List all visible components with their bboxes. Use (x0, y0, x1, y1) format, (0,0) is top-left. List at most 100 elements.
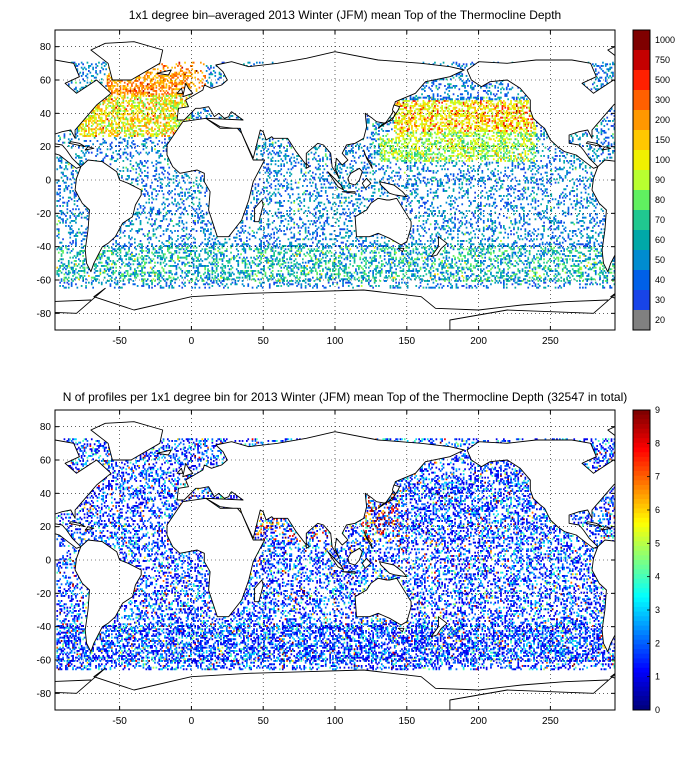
depth-bin (347, 220, 350, 222)
depth-bin (267, 233, 270, 236)
depth-bin (181, 220, 184, 222)
depth-bin (388, 240, 390, 242)
depth-bin (498, 231, 501, 234)
depth-bin (570, 265, 573, 267)
depth-bin (134, 275, 136, 277)
depth-bin (510, 220, 512, 222)
depth-bin (138, 203, 140, 206)
depth-bin (576, 221, 578, 224)
depth-bin (247, 266, 250, 269)
depth-bin (154, 223, 156, 226)
depth-bin (165, 256, 168, 259)
depth-bin (165, 263, 168, 266)
depth-bin (228, 261, 231, 264)
depth-bin (336, 273, 339, 276)
depth-bin (60, 250, 63, 252)
depth-bin (521, 246, 524, 249)
depth-bin (257, 198, 260, 201)
depth-bin (416, 258, 419, 261)
depth-bin (560, 220, 563, 222)
depth-bin (154, 248, 156, 251)
depth-bin (300, 271, 303, 274)
depth-bin (165, 211, 168, 214)
depth-bin (540, 276, 542, 279)
depth-bin (488, 205, 491, 207)
depth-bin (154, 220, 156, 222)
depth-bin (329, 238, 331, 241)
depth-bin (441, 253, 443, 256)
depth-bin (571, 260, 574, 262)
depth-bin (474, 246, 476, 249)
depth-bin (544, 251, 547, 254)
depth-bin (593, 220, 596, 222)
depth-bin (584, 216, 587, 219)
depth-bin (431, 265, 433, 267)
depth-bin (247, 231, 250, 234)
depth-bin (586, 233, 588, 236)
depth-bin (144, 211, 146, 214)
depth-bin (526, 238, 528, 241)
depth-bin (279, 228, 281, 231)
depth-bin (184, 250, 186, 252)
depth-bin (273, 231, 275, 234)
depth-bin (448, 251, 451, 254)
depth-bin (197, 221, 199, 224)
depth-bin (517, 256, 520, 259)
depth-bin (96, 270, 99, 272)
depth-bin (279, 211, 281, 214)
depth-bin (309, 255, 311, 257)
depth-bin (95, 270, 97, 272)
depth-bin (358, 250, 360, 252)
depth-bin (487, 240, 489, 242)
depth-bin (302, 261, 304, 264)
depth-bin (368, 281, 370, 284)
depth-bin (60, 278, 63, 281)
depth-bin (164, 215, 166, 217)
depth-bin (393, 248, 396, 251)
depth-bin (326, 218, 329, 221)
depth-bin (231, 256, 234, 259)
depth-bin (162, 278, 165, 281)
depth-bin (478, 280, 481, 282)
depth-bin (289, 243, 291, 246)
depth-bin (594, 253, 597, 256)
depth-bin (198, 201, 201, 204)
depth-bin (85, 286, 87, 289)
depth-bin (468, 286, 471, 289)
depth-bin (590, 218, 593, 221)
depth-bin (451, 221, 453, 224)
depth-bin (126, 225, 129, 227)
depth-bin (349, 235, 352, 237)
depth-bin (541, 198, 544, 201)
depth-bin (257, 265, 260, 267)
depth-bin (80, 265, 83, 267)
depth-bin (467, 258, 469, 261)
depth-bin (547, 228, 550, 231)
depth-bin (60, 218, 63, 221)
depth-bin (220, 253, 222, 256)
depth-bin (375, 270, 377, 272)
depth-bin (340, 268, 343, 271)
depth-bin (579, 276, 581, 279)
depth-bin (563, 248, 565, 251)
depth-bin (438, 211, 441, 214)
depth-bin (457, 266, 459, 269)
depth-bin (98, 275, 100, 277)
depth-bin (470, 223, 472, 226)
depth-bin (475, 278, 478, 281)
depth-bin (205, 230, 208, 232)
depth-bin (526, 273, 528, 276)
depth-bin (188, 205, 191, 207)
depth-bin (505, 280, 508, 282)
depth-bin (491, 221, 494, 224)
depth-bin (260, 283, 262, 286)
depth-bin (497, 261, 499, 264)
depth-bin (428, 253, 430, 256)
depth-bin (465, 231, 468, 234)
depth-bin (353, 208, 356, 211)
depth-bin (212, 258, 215, 261)
depth-bin (402, 261, 405, 264)
depth-bin (593, 205, 596, 207)
depth-bin (383, 248, 386, 251)
depth-bin (507, 268, 509, 271)
